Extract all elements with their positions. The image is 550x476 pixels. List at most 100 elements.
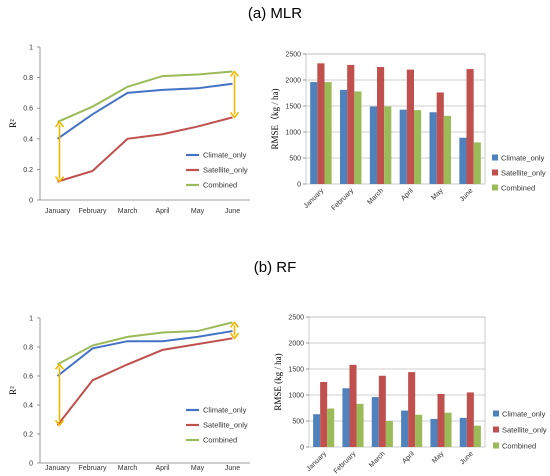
bar-combined bbox=[473, 142, 481, 184]
bar-combined bbox=[327, 408, 335, 447]
series-line-combined bbox=[57, 321, 233, 366]
x-tick-label: June bbox=[459, 187, 475, 203]
bar-climate-only bbox=[340, 89, 348, 184]
x-tick-label: May bbox=[431, 450, 446, 465]
y-tick-label: 0 bbox=[297, 182, 301, 189]
series-line-combined bbox=[57, 70, 233, 123]
bar-satellite-only bbox=[378, 375, 386, 447]
x-tick-label: January bbox=[45, 465, 70, 472]
bar-climate-only bbox=[430, 418, 438, 447]
legend-label: Combined bbox=[203, 436, 237, 445]
bar-satellite-only bbox=[347, 64, 355, 184]
bar-satellite-only bbox=[436, 92, 444, 184]
y-tick-label: 2500 bbox=[285, 52, 301, 59]
x-tick-label: March bbox=[366, 187, 385, 206]
x-tick-label: April bbox=[155, 208, 169, 215]
x-tick-label: May bbox=[430, 187, 445, 202]
bar-combined bbox=[473, 425, 481, 447]
y-tick-label: 0.8 bbox=[23, 75, 33, 82]
legend-swatch bbox=[493, 426, 499, 433]
legend-label: Satellite_only bbox=[203, 421, 248, 430]
x-tick-label: March bbox=[118, 208, 138, 215]
y-tick-label: 1 bbox=[29, 45, 33, 52]
legend-label: Combined bbox=[502, 442, 536, 451]
bar-combined bbox=[385, 421, 393, 447]
y-axis-title: R² bbox=[8, 119, 18, 128]
bar-satellite-only bbox=[466, 69, 474, 184]
y-tick-label: 1000 bbox=[288, 393, 304, 400]
legend-label: Climate_only bbox=[203, 406, 247, 415]
x-tick-label: January bbox=[303, 187, 326, 210]
y-tick-label: 2000 bbox=[288, 341, 304, 348]
arrow-head-down bbox=[229, 332, 240, 340]
series-line-satellite-only bbox=[56, 337, 233, 426]
y-tick-label: 0.2 bbox=[23, 432, 33, 439]
y-tick-label: 1 bbox=[29, 316, 33, 323]
x-tick-label: April bbox=[155, 465, 169, 472]
x-tick-label: June bbox=[225, 208, 240, 215]
x-tick-label: May bbox=[191, 208, 205, 215]
bar-climate-only bbox=[399, 109, 407, 184]
bar-satellite-only bbox=[349, 364, 357, 447]
legend-label: Combined bbox=[203, 181, 237, 190]
y-tick-label: 1000 bbox=[285, 130, 301, 137]
y-tick-label: 0 bbox=[29, 461, 33, 468]
y-axis-title: R² bbox=[8, 386, 18, 395]
legend-label: Combined bbox=[501, 184, 535, 193]
bar-climate-only bbox=[369, 106, 378, 184]
bar-climate-only bbox=[401, 410, 409, 447]
series-line-climate-only bbox=[56, 330, 233, 377]
bar-combined bbox=[413, 110, 422, 184]
y-tick-label: 0.4 bbox=[23, 403, 33, 410]
bar-combined bbox=[415, 414, 423, 447]
y-tick-label: 0.6 bbox=[23, 106, 33, 113]
legend-swatch bbox=[493, 410, 499, 417]
y-tick-label: 0.6 bbox=[23, 374, 33, 381]
bar-satellite-only bbox=[437, 393, 445, 447]
bar-satellite-only bbox=[466, 392, 474, 447]
bar-combined bbox=[444, 412, 452, 447]
arrow-head-down bbox=[229, 111, 240, 119]
panel-title-rf: (b) RF bbox=[254, 259, 297, 276]
legend-swatch bbox=[492, 154, 498, 161]
series-line-satellite-only bbox=[57, 116, 233, 183]
bar-combined bbox=[354, 91, 362, 184]
bar-climate-only bbox=[342, 388, 350, 447]
bar-satellite-only bbox=[406, 69, 414, 184]
legend-label: Climate_only bbox=[203, 151, 247, 160]
x-tick-label: February bbox=[78, 208, 107, 215]
legend-label: Satellite_only bbox=[203, 166, 248, 175]
y-tick-label: 500 bbox=[292, 419, 304, 426]
bar-climate-only bbox=[459, 137, 467, 184]
bar-combined bbox=[324, 82, 332, 184]
x-tick-label: March bbox=[368, 450, 387, 469]
bar-combined bbox=[356, 403, 364, 447]
x-tick-label: June bbox=[459, 450, 475, 466]
y-tick-label: 500 bbox=[289, 156, 301, 163]
y-tick-label: 0 bbox=[29, 198, 33, 205]
plot-area-border bbox=[305, 53, 486, 185]
panel-title-mlr: (a) MLR bbox=[248, 5, 302, 22]
bar-climate-only bbox=[313, 414, 321, 447]
arrow-head-up bbox=[229, 321, 240, 328]
bar-climate-only bbox=[310, 82, 318, 184]
y-tick-label: 2000 bbox=[285, 78, 301, 85]
y-tick-label: 2500 bbox=[288, 315, 304, 322]
y-tick-label: 1500 bbox=[285, 104, 301, 111]
legend-swatch bbox=[492, 184, 498, 191]
y-tick-label: 0.4 bbox=[23, 136, 33, 143]
bar-satellite-only bbox=[317, 63, 325, 184]
bar-satellite-only bbox=[377, 67, 385, 184]
x-tick-label: January bbox=[306, 450, 329, 473]
x-tick-label: February bbox=[333, 450, 358, 475]
bar-satellite-only bbox=[320, 382, 328, 447]
x-tick-label: February bbox=[78, 465, 107, 472]
x-tick-label: March bbox=[118, 465, 138, 472]
arrow-head-up bbox=[229, 70, 240, 77]
x-tick-label: April bbox=[400, 187, 415, 202]
arrow-head-down bbox=[54, 419, 65, 427]
y-tick-label: 0.8 bbox=[23, 345, 33, 352]
bar-climate-only bbox=[371, 397, 379, 447]
plot-area-border bbox=[308, 316, 486, 448]
